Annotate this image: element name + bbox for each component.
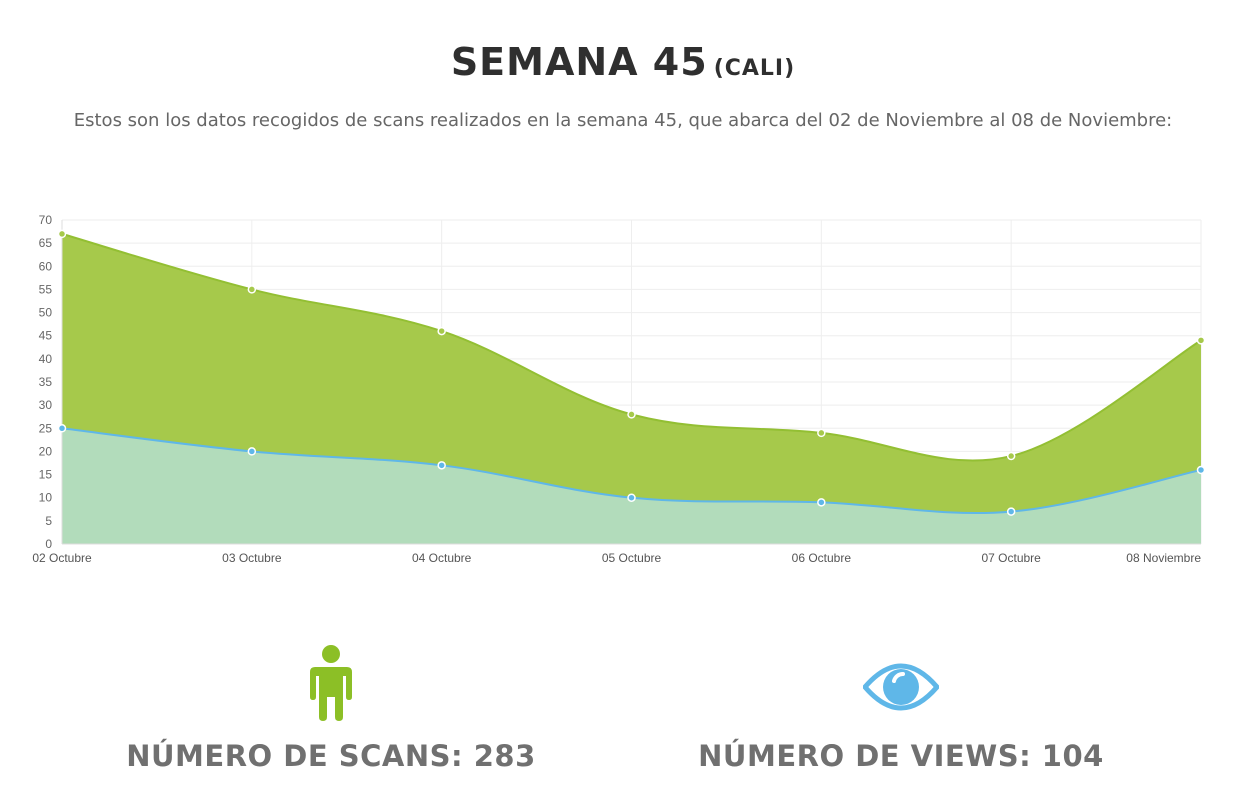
x-tick-label: 08 Noviembre bbox=[1126, 551, 1201, 565]
scans-stat: NÚMERO DE SCANS: 283 bbox=[121, 645, 541, 773]
series-1-point bbox=[1196, 336, 1206, 345]
series-2-point bbox=[1196, 465, 1206, 475]
series-2-point bbox=[817, 498, 826, 507]
series-2-point bbox=[627, 493, 636, 502]
views-stat: NÚMERO DE VIEWS: 104 bbox=[691, 645, 1111, 773]
series-1-point bbox=[1006, 451, 1016, 461]
eye-icon bbox=[863, 663, 939, 711]
series-2-point bbox=[57, 424, 67, 433]
series-1-point bbox=[817, 428, 826, 438]
y-tick-label: 0 bbox=[45, 537, 52, 551]
page-title: SEMANA 45 (CALI) bbox=[451, 40, 795, 84]
y-tick-label: 45 bbox=[39, 329, 53, 343]
y-tick-label: 15 bbox=[39, 468, 53, 482]
person-icon bbox=[310, 645, 352, 721]
title-text: SEMANA 45 bbox=[450, 40, 708, 84]
y-tick-label: 70 bbox=[39, 213, 53, 227]
y-tick-label: 60 bbox=[39, 259, 53, 273]
x-tick-label: 03 Octubre bbox=[222, 551, 282, 565]
y-tick-label: 35 bbox=[39, 375, 53, 389]
series-1-point bbox=[57, 229, 67, 239]
series-1-point bbox=[247, 285, 257, 294]
x-tick-label: 04 Octubre bbox=[412, 551, 472, 565]
x-tick-label: 02 Octubre bbox=[32, 551, 92, 565]
title-suffix: (CALI) bbox=[713, 56, 796, 81]
series-2-point bbox=[247, 447, 257, 456]
y-tick-label: 5 bbox=[45, 514, 52, 528]
y-tick-label: 10 bbox=[39, 491, 53, 505]
series-1-point bbox=[627, 410, 636, 419]
y-tick-label: 20 bbox=[39, 444, 53, 458]
x-tick-label: 07 Octubre bbox=[981, 551, 1041, 565]
series-2-point bbox=[1006, 507, 1016, 516]
area-chart: 0 5 10 15 20 25 30 35 40 45 50 55 60 65 70 02 Octubre 03… bbox=[32, 213, 1206, 565]
series-2-area bbox=[62, 428, 1201, 544]
series-1-point bbox=[437, 326, 446, 336]
y-tick-label: 50 bbox=[39, 306, 53, 320]
y-tick-label: 30 bbox=[39, 398, 53, 412]
y-tick-label: 65 bbox=[39, 236, 53, 250]
page-header: SEMANA 45 (CALI) bbox=[0, 40, 1246, 84]
page-subtitle: Estos son los datos recogidos de scans r… bbox=[73, 110, 1173, 131]
y-tick-label: 40 bbox=[39, 352, 53, 366]
series-2-point bbox=[437, 461, 446, 470]
y-tick-label: 55 bbox=[39, 282, 53, 296]
scans-count: NÚMERO DE SCANS: 283 bbox=[126, 739, 536, 773]
x-tick-label: 05 Octubre bbox=[602, 551, 662, 565]
y-tick-label: 25 bbox=[39, 421, 53, 435]
x-tick-label: 06 Octubre bbox=[792, 551, 852, 565]
views-count: NÚMERO DE VIEWS: 104 bbox=[698, 739, 1104, 773]
